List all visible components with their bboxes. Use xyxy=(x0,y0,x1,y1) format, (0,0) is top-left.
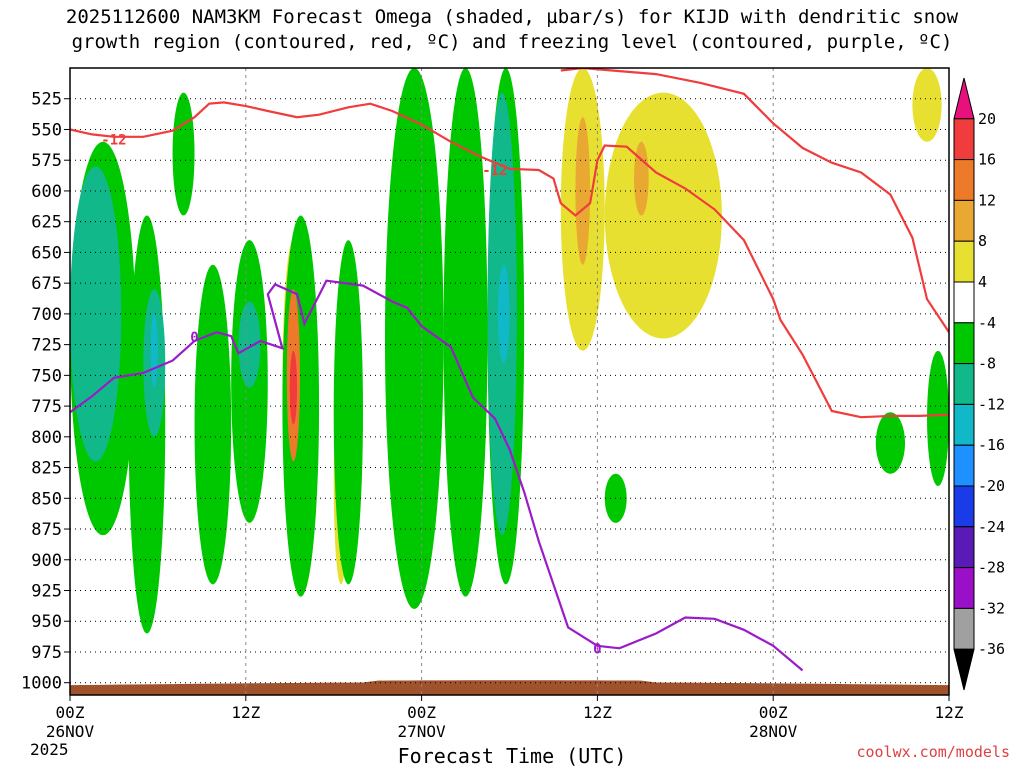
colorbar-swatch-3 xyxy=(953,199,975,242)
colorbar-swatch-10 xyxy=(953,485,975,528)
colorbar-bottom-arrow xyxy=(953,648,975,691)
y-tick-label-975: 975 xyxy=(31,643,62,663)
y-tick-label-950: 950 xyxy=(31,612,62,632)
colorbar-label-5: -4 xyxy=(978,314,996,332)
y-tick-label-725: 725 xyxy=(31,336,62,356)
colorbar-top-arrow xyxy=(953,77,975,120)
colorbar-swatch-2 xyxy=(953,159,975,201)
omega-region-19 xyxy=(634,141,649,216)
omega-region-17 xyxy=(927,350,949,486)
omega-region-18 xyxy=(575,117,591,265)
y-tick-label-900: 900 xyxy=(31,551,62,571)
colorbar-swatch-12 xyxy=(953,567,975,609)
colorbar-swatch-7 xyxy=(953,363,975,405)
y-tick-label-675: 675 xyxy=(31,274,62,294)
colorbar: 20 16 12 8 4 -4 -8 -12 -16 -20 -24 -28 -32 -36 xyxy=(953,77,1005,691)
y-tick-label-825: 825 xyxy=(31,459,62,479)
x-date-label-48: 28NOV xyxy=(749,722,798,741)
omega-region-16 xyxy=(875,412,906,474)
plot-frame xyxy=(69,67,950,696)
colorbar-label-10: -24 xyxy=(978,518,1005,536)
colorbar-swatch-8 xyxy=(953,403,975,446)
year-label: 2025 xyxy=(30,740,69,759)
contour-label-1: -12 xyxy=(482,163,507,179)
y-tick-label-575: 575 xyxy=(31,151,62,171)
chart-title-line2: growth region (contoured, red, ºC) and f… xyxy=(71,31,953,53)
colorbar-label-4: 4 xyxy=(978,273,987,291)
omega-region-7 xyxy=(172,92,195,216)
contour-label-2: 0 xyxy=(190,330,198,346)
y-tick-label-775: 775 xyxy=(31,397,62,417)
colorbar-label-7: -12 xyxy=(978,395,1005,413)
y-tick-label-800: 800 xyxy=(31,428,62,448)
x-tick-label-36: 12Z xyxy=(583,703,612,722)
contour-label-0: -12 xyxy=(101,132,126,148)
colorbar-label-12: -32 xyxy=(978,599,1005,617)
omega-shading xyxy=(70,68,949,634)
omega-region-25 xyxy=(150,313,158,388)
omega-region-2 xyxy=(912,68,942,142)
x-date-label-0: 26NOV xyxy=(46,722,95,741)
y-tick-label-750: 750 xyxy=(31,366,62,386)
omega-region-26 xyxy=(497,264,510,364)
omega-region-8 xyxy=(194,264,232,585)
y-tick-label-650: 650 xyxy=(31,243,62,263)
x-tick-label-48: 00Z xyxy=(759,703,788,722)
x-tick-label-12: 12Z xyxy=(231,703,260,722)
y-tick-label-600: 600 xyxy=(31,182,62,202)
colorbar-label-11: -28 xyxy=(978,559,1005,577)
colorbar-swatch-5 xyxy=(953,281,975,324)
colorbar-label-2: 12 xyxy=(978,191,996,209)
colorbar-swatch-6 xyxy=(953,322,975,365)
colorbar-label-13: -36 xyxy=(978,640,1005,658)
dgz-minus12-line xyxy=(70,101,949,419)
ground-terrain xyxy=(70,680,949,695)
ground-area xyxy=(70,680,949,695)
omega-region-23 xyxy=(238,301,261,388)
contour-label-3: 0 xyxy=(593,641,601,657)
credit-link[interactable]: coolwx.com/models xyxy=(856,743,1010,761)
freezing-zero-line xyxy=(70,279,804,672)
y-tick-label-525: 525 xyxy=(31,90,62,110)
y-tick-label-925: 925 xyxy=(31,582,62,602)
colorbar-label-0: 20 xyxy=(978,110,996,128)
colorbar-swatch-4 xyxy=(953,240,975,283)
colorbar-label-9: -20 xyxy=(978,477,1005,495)
x-date-label-24: 27NOV xyxy=(398,722,447,741)
colorbar-label-3: 8 xyxy=(978,232,987,250)
y-tick-label-550: 550 xyxy=(31,120,62,140)
y-tick-label-850: 850 xyxy=(31,489,62,509)
colorbar-swatch-11 xyxy=(953,526,975,569)
colorbar-swatch-1 xyxy=(953,118,975,161)
omega-region-1 xyxy=(604,92,722,339)
contour-lines: -12 -12 0 0 xyxy=(70,68,949,672)
y-tick-label-875: 875 xyxy=(31,520,62,540)
colorbar-swatch-9 xyxy=(953,444,975,487)
y-tick-label-1000: 1000 xyxy=(21,674,62,694)
x-tick-label-0: 00Z xyxy=(56,703,85,722)
y-tick-label-625: 625 xyxy=(31,213,62,233)
x-axis-title: Forecast Time (UTC) xyxy=(397,744,627,768)
omega-region-11 xyxy=(333,240,363,585)
x-tick-label-24: 00Z xyxy=(407,703,436,722)
omega-region-13 xyxy=(443,68,488,597)
omega-region-27 xyxy=(289,350,298,425)
x-tick-label-60: 12Z xyxy=(935,703,964,722)
colorbar-label-1: 16 xyxy=(978,151,996,169)
colorbar-swatch-13 xyxy=(953,607,975,650)
colorbar-label-8: -16 xyxy=(978,436,1005,454)
y-tick-label-700: 700 xyxy=(31,305,62,325)
dgz-second-line xyxy=(560,68,949,333)
chart-title-line1: 2025112600 NAM3KM Forecast Omega (shaded… xyxy=(65,6,959,28)
axes: 525 550 575 600 625 650 675 700 725 750 775 800 825 8… xyxy=(21,67,964,741)
colorbar-label-6: -8 xyxy=(978,355,996,373)
omega-region-12 xyxy=(384,68,444,609)
